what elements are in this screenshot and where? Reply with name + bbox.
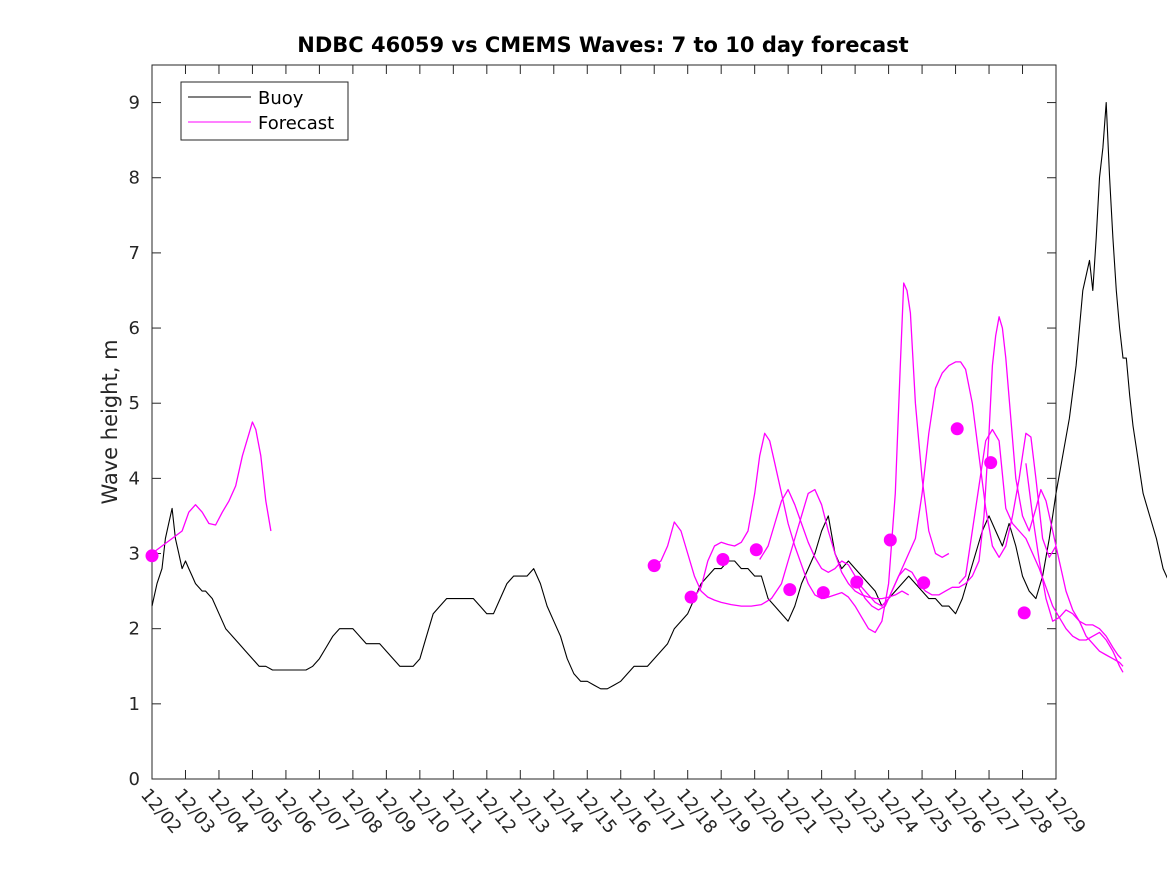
- forecast-series-line: [1025, 463, 1124, 667]
- legend-buoy-label: Buoy: [258, 88, 304, 109]
- forecast-series-line: [857, 316, 1122, 660]
- y-tick-label: 6: [129, 318, 140, 339]
- forecast-start-marker: [783, 583, 797, 597]
- forecast-start-marker: [883, 533, 897, 547]
- forecast-series-line: [653, 488, 910, 607]
- y-tick-label: 4: [129, 468, 140, 489]
- legend-forecast-label: Forecast: [258, 113, 334, 134]
- forecast-series-line: [759, 361, 1057, 607]
- y-tick-label: 7: [129, 243, 140, 264]
- y-tick-label: 0: [129, 769, 140, 790]
- forecast-start-marker: [917, 576, 931, 590]
- forecast-start-marker: [816, 586, 830, 600]
- forecast-start-marker: [145, 549, 159, 563]
- series-layer: [145, 102, 1167, 690]
- forecast-start-marker: [647, 559, 661, 573]
- forecast-series-line: [151, 421, 272, 555]
- y-tick-label: 5: [129, 393, 140, 414]
- legend: Buoy Forecast: [180, 81, 349, 141]
- legend-box: [180, 81, 349, 141]
- y-tick-label: 3: [129, 544, 140, 565]
- forecast-start-marker: [749, 543, 763, 557]
- forecast-start-marker: [850, 575, 864, 589]
- forecast-start-marker: [716, 553, 730, 566]
- chart-title: NDBC 46059 vs CMEMS Waves: 7 to 10 day f…: [297, 33, 908, 57]
- y-axis: 0 1 2 3 4 5 6 7 8 9: [129, 93, 1056, 790]
- y-tick-label: 9: [129, 93, 140, 114]
- y-tick-label: 2: [129, 619, 140, 640]
- y-tick-label: 1: [129, 694, 140, 715]
- y-axis-label: Wave height, m: [98, 339, 122, 504]
- forecast-start-marker: [950, 422, 964, 436]
- forecast-start-marker: [984, 456, 998, 470]
- plot-area: [151, 64, 1057, 780]
- buoy-series-line: [151, 102, 1167, 690]
- forecast-start-marker: [684, 590, 698, 604]
- forecast-start-marker: [1017, 606, 1031, 620]
- y-tick-label: 8: [129, 168, 140, 189]
